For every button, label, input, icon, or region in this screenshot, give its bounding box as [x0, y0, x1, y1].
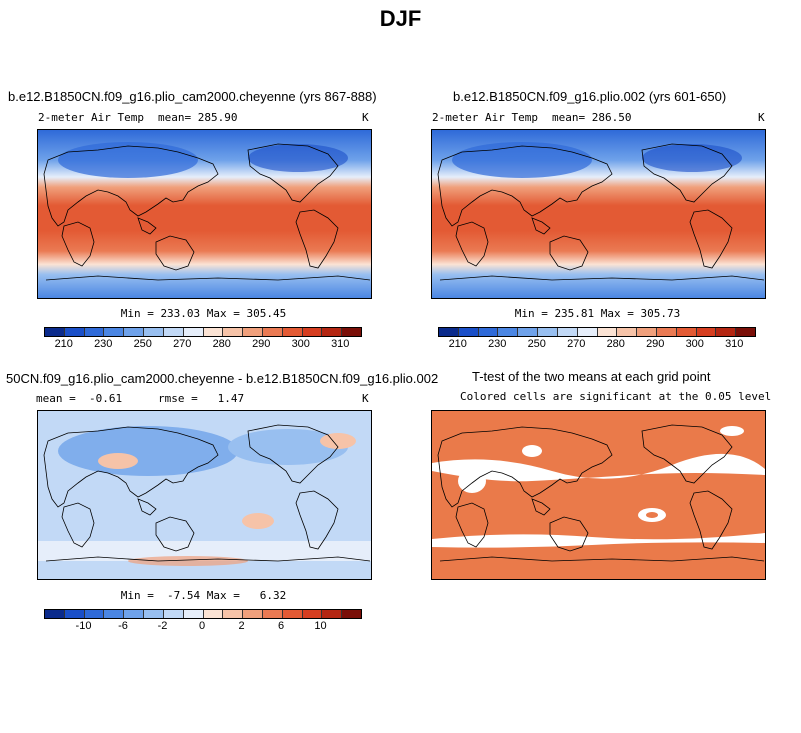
panel1-var-label: 2-meter Air Temp: [38, 111, 144, 124]
colorbar-swatch: [342, 610, 361, 618]
colorbar-swatch: [342, 328, 361, 336]
panel1-colorbar-ticks: 210 230 250 270 280 290 300 310: [44, 338, 360, 352]
colorbar-swatch: [302, 328, 323, 336]
colorbar-swatch: [656, 328, 677, 336]
colorbar-swatch: [64, 328, 85, 336]
colorbar-swatch: [144, 610, 164, 618]
panel3-minmax: Min = -7.54 Max = 6.32: [120, 589, 287, 602]
colorbar-swatch: [262, 610, 283, 618]
page-title: DJF: [379, 6, 422, 31]
panel3-mean: mean = -0.61: [36, 392, 123, 405]
colorbar-tick-label: 310: [331, 338, 350, 350]
panel2-units: K: [758, 111, 765, 124]
colorbar-swatch: [104, 328, 125, 336]
colorbar-tick-label: -6: [118, 620, 128, 632]
colorbar-swatch: [203, 610, 224, 618]
panel1-mean: mean= 285.90: [158, 111, 238, 124]
colorbar-tick-label: 280: [212, 338, 231, 350]
colorbar-swatch: [637, 328, 657, 336]
panel2-colorbar: [438, 327, 756, 337]
colorbar-swatch: [64, 610, 85, 618]
panel3-title: 50CN.f09_g16.plio_cam2000.cheyenne - b.e…: [6, 371, 439, 386]
colorbar-tick-label: 250: [527, 338, 546, 350]
colorbar-swatch: [498, 328, 519, 336]
colorbar-swatch: [439, 328, 459, 336]
colorbar-tick-label: 210: [448, 338, 467, 350]
colorbar-tick-label: 250: [133, 338, 152, 350]
colorbar-swatch: [203, 328, 224, 336]
colorbar-swatch: [478, 328, 499, 336]
colorbar-swatch: [736, 328, 755, 336]
panel4-subtitle: Colored cells are significant at the 0.0…: [460, 390, 772, 403]
colorbar-swatch: [183, 610, 204, 618]
colorbar-swatch: [322, 610, 343, 618]
panel4-map: [431, 410, 766, 580]
colorbar-swatch: [163, 610, 184, 618]
colorbar-tick-label: 310: [725, 338, 744, 350]
colorbar-swatch: [458, 328, 479, 336]
colorbar-swatch: [163, 328, 184, 336]
panel2-var-label: 2-meter Air Temp: [432, 111, 538, 124]
colorbar-tick-label: 230: [488, 338, 507, 350]
colorbar-swatch: [243, 328, 263, 336]
colorbar-tick-label: 6: [277, 620, 285, 632]
colorbar-swatch: [696, 328, 717, 336]
colorbar-tick-label: 2: [238, 620, 245, 632]
panel1-minmax: Min = 233.03 Max = 305.45: [120, 307, 287, 320]
panel3-map: [37, 410, 372, 580]
colorbar-swatch: [84, 610, 105, 618]
colorbar-swatch: [124, 610, 145, 618]
colorbar-tick-label: 290: [252, 338, 271, 350]
colorbar-swatch: [282, 328, 303, 336]
colorbar-swatch: [243, 610, 263, 618]
panel1-map: [37, 129, 372, 299]
colorbar-swatch: [518, 328, 539, 336]
colorbar-swatch: [104, 610, 125, 618]
colorbar-tick-label: 210: [54, 338, 73, 350]
colorbar-swatch: [124, 328, 145, 336]
panel3-rmse: rmse = 1.47: [158, 392, 245, 405]
colorbar-swatch: [45, 328, 65, 336]
colorbar-tick-label: 300: [685, 338, 704, 350]
colorbar-swatch: [322, 328, 343, 336]
colorbar-tick-label: -10: [75, 620, 92, 632]
colorbar-swatch: [223, 610, 244, 618]
panel3-colorbar: [44, 609, 362, 619]
panel2-title: b.e12.B1850CN.f09_g16.plio.002 (yrs 601-…: [453, 89, 727, 104]
colorbar-swatch: [676, 328, 697, 336]
colorbar-swatch: [45, 610, 65, 618]
colorbar-swatch: [282, 610, 303, 618]
colorbar-swatch: [84, 328, 105, 336]
colorbar-swatch: [577, 328, 598, 336]
colorbar-swatch: [302, 610, 323, 618]
colorbar-swatch: [538, 328, 558, 336]
colorbar-tick-label: 270: [173, 338, 192, 350]
colorbar-swatch: [557, 328, 578, 336]
colorbar-swatch: [144, 328, 164, 336]
colorbar-swatch: [223, 328, 244, 336]
panel2-map: [431, 129, 766, 299]
colorbar-tick-label: 280: [606, 338, 625, 350]
panel1-title: b.e12.B1850CN.f09_g16.plio_cam2000.cheye…: [8, 89, 377, 104]
panel1-units: K: [362, 111, 369, 124]
colorbar-swatch: [716, 328, 737, 336]
colorbar-tick-label: 230: [94, 338, 113, 350]
panel3-colorbar-ticks: -10 -6 -2 0 2 6 10: [44, 620, 360, 634]
colorbar-tick-label: 300: [291, 338, 310, 350]
colorbar-tick-label: 290: [646, 338, 665, 350]
panel2-minmax: Min = 235.81 Max = 305.73: [514, 307, 681, 320]
panel2-colorbar-ticks: 210 230 250 270 280 290 300 310: [438, 338, 754, 352]
colorbar-tick-label: 0: [198, 620, 206, 632]
colorbar-tick-label: 10: [314, 620, 327, 632]
colorbar-swatch: [597, 328, 618, 336]
colorbar-tick-label: 270: [567, 338, 586, 350]
colorbar-tick-label: -2: [157, 620, 168, 632]
colorbar-swatch: [262, 328, 283, 336]
panel2-mean: mean= 286.50: [552, 111, 632, 124]
panel3-units: K: [362, 392, 369, 405]
panel4-title: T-test of the two means at each grid poi…: [472, 369, 711, 384]
colorbar-swatch: [617, 328, 638, 336]
colorbar-swatch: [183, 328, 204, 336]
panel1-colorbar: [44, 327, 362, 337]
